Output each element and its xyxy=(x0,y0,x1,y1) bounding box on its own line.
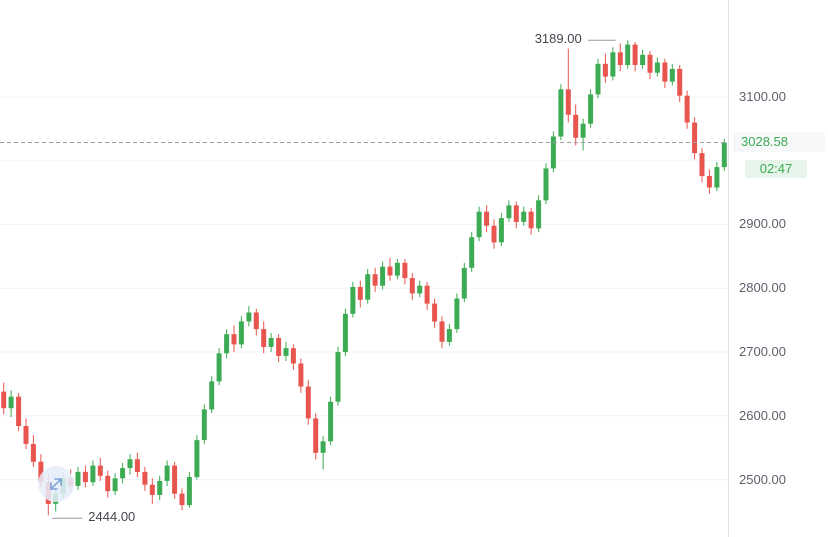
price-axis-tick: 2900.00 xyxy=(739,216,786,232)
price-axis-tick: 2500.00 xyxy=(739,471,786,487)
price-axis-tick: 2700.00 xyxy=(739,344,786,360)
price-axis-tick: 3100.00 xyxy=(739,88,786,104)
expand-icon xyxy=(50,478,62,490)
price-axis[interactable]: 3028.58 02:47 3100.00 2900.00 2800.00 2700.… xyxy=(728,0,828,537)
price-axis-tick: 2800.00 xyxy=(739,280,786,296)
price-axis-tick: 2600.00 xyxy=(739,407,786,423)
expand-button[interactable] xyxy=(38,466,74,502)
chart-canvas[interactable] xyxy=(0,0,728,537)
high-price-label: 3189.00 xyxy=(534,31,582,47)
low-price-label: 2444.00 xyxy=(88,509,136,525)
candle-countdown: 02:47 xyxy=(745,160,807,179)
last-price-badge: 3028.58 xyxy=(733,132,825,153)
